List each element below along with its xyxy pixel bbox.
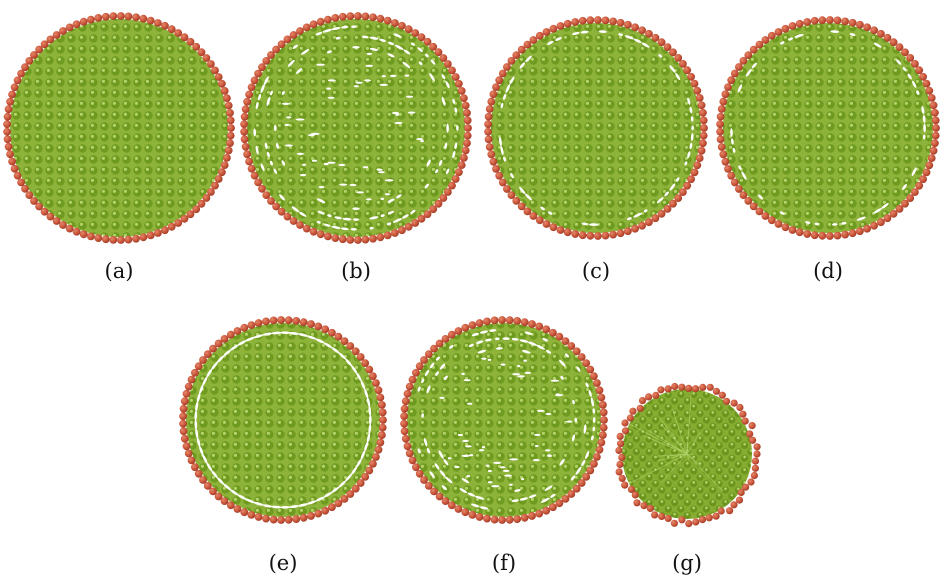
panel-e: (e): [179, 316, 387, 575]
shell-d: [716, 16, 940, 240]
caption-f: (f): [492, 551, 516, 575]
shell-b: [240, 12, 472, 244]
caption-e: (e): [269, 551, 298, 575]
particle-b: [240, 12, 472, 244]
particle-g: [615, 382, 761, 528]
caption-d: (d): [813, 259, 843, 283]
shell-e: [179, 316, 387, 524]
caption-c: (c): [582, 259, 610, 283]
core-d: [723, 23, 933, 233]
particle-d: [716, 16, 940, 240]
core-b: [247, 19, 465, 237]
panel-c: (c): [484, 16, 708, 283]
panel-b: (b): [240, 12, 472, 283]
panel-g: (g): [615, 382, 761, 575]
core-e: [186, 323, 380, 517]
shell-f: [400, 316, 608, 524]
caption-g: (g): [672, 551, 702, 575]
core-f: [407, 323, 601, 517]
shell-g: [615, 382, 761, 528]
shell-a: [3, 12, 235, 244]
particle-e: [179, 316, 387, 524]
panel-a: (a): [3, 12, 235, 283]
core-a: [10, 19, 228, 237]
panel-d: (d): [716, 16, 940, 283]
caption-b: (b): [341, 259, 371, 283]
caption-a: (a): [105, 259, 134, 283]
particle-a: [3, 12, 235, 244]
shell-c: [484, 16, 708, 240]
panel-f: (f): [400, 316, 608, 575]
core-g: [622, 389, 752, 519]
core-c: [491, 23, 701, 233]
particle-f: [400, 316, 608, 524]
particle-c: [484, 16, 708, 240]
